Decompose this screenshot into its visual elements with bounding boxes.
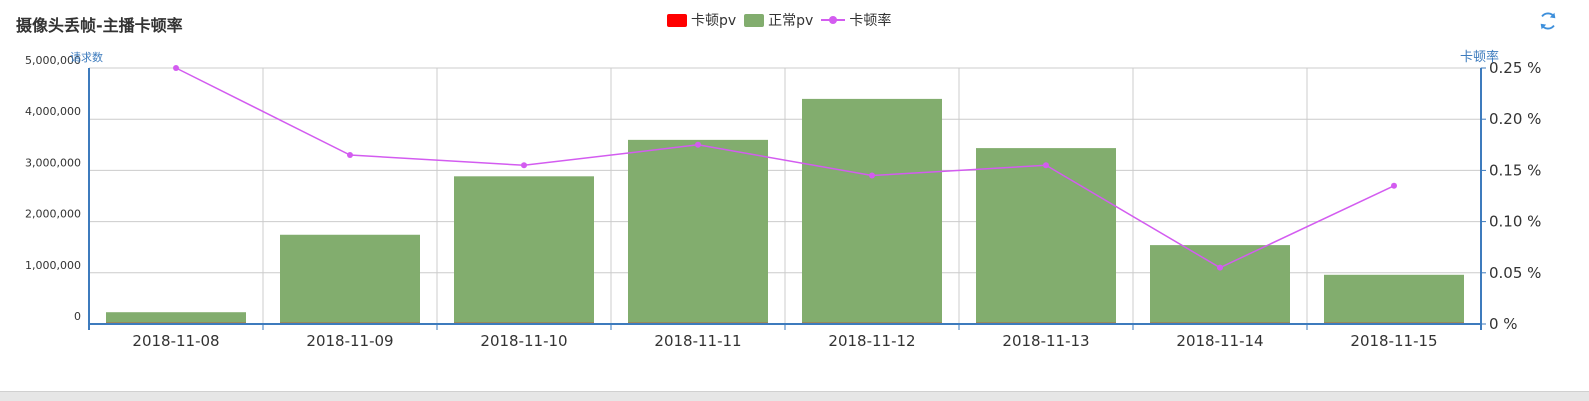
y-tick-left: 4,000,000: [25, 105, 81, 118]
line-stall-rate: [175, 67, 1395, 269]
legend-label-normal-pv: 正常pv: [768, 13, 814, 29]
bar-normal-pv: [280, 234, 420, 324]
refresh-icon[interactable]: [1537, 10, 1559, 32]
line-point-stall-rate: [695, 141, 701, 148]
y-tick-right: 0.25 %: [1489, 59, 1541, 77]
line-point-stall-rate: [1217, 264, 1223, 271]
chart-bars: [106, 98, 1464, 324]
y-axis-left-label: 请求数: [70, 51, 103, 64]
y-axis-right-label: 卡顿率: [1460, 49, 1499, 65]
bar-normal-pv: [976, 148, 1116, 324]
x-tick-label: 2018-11-15: [1350, 332, 1437, 350]
y-tick-right: 0.10 %: [1489, 213, 1541, 231]
y-tick-left: 0: [74, 310, 81, 323]
x-tick-label: 2018-11-14: [1176, 332, 1263, 350]
legend-item-normal-pv[interactable]: 正常pv: [744, 10, 813, 30]
legend-swatch-normal-pv: [744, 13, 765, 27]
y-tick-right: 0.15 %: [1489, 161, 1541, 179]
bar-normal-pv: [454, 176, 594, 324]
bar-normal-pv: [802, 98, 942, 324]
bar-normal-pv: [1324, 274, 1464, 324]
y-tick-left: 3,000,000: [25, 156, 81, 169]
y-tick-left: 1,000,000: [25, 259, 81, 272]
line-point-stall-rate: [347, 152, 353, 159]
y-tick-right: 0.05 %: [1489, 264, 1541, 282]
y-tick-right: 0.20 %: [1489, 110, 1541, 128]
legend-line-icon: [821, 13, 846, 27]
x-tick-label: 2018-11-13: [1002, 332, 1089, 350]
chart-line: [173, 65, 1397, 271]
line-point-stall-rate: [173, 65, 179, 71]
legend-label-stall-pv: 卡顿pv: [691, 13, 737, 29]
bar-normal-pv: [628, 139, 768, 324]
y-tick-left: 2,000,000: [25, 208, 81, 221]
bottom-scroll-strip: [0, 391, 1589, 401]
legend-label-stall-rate: 卡顿率: [849, 13, 892, 29]
line-point-stall-rate: [521, 162, 527, 169]
chart-title: 摄像头丢帧-主播卡顿率: [16, 16, 183, 35]
chart-legend: 卡顿pv 正常pv 卡顿率: [667, 10, 899, 30]
x-tick-label: 2018-11-08: [132, 332, 219, 350]
y-tick-left: 5,000,000: [25, 54, 81, 67]
legend-item-stall-rate[interactable]: 卡顿率: [821, 10, 891, 30]
x-tick-label: 2018-11-11: [654, 332, 741, 350]
chart-axes: 0 1,000,000 2,000,000 3,000,000 4,000,000 5,0…: [25, 54, 1541, 350]
x-tick-label: 2018-11-09: [306, 332, 393, 350]
bar-normal-pv: [106, 312, 246, 324]
x-tick-label: 2018-11-12: [828, 332, 915, 350]
legend-swatch-stall-pv: [667, 13, 687, 27]
line-point-stall-rate: [869, 172, 875, 179]
legend-item-stall-pv[interactable]: 卡顿pv: [667, 10, 736, 30]
line-point-stall-rate: [1391, 182, 1397, 189]
bar-normal-pv: [1150, 245, 1290, 324]
y-tick-right: 0 %: [1489, 315, 1518, 333]
x-tick-label: 2018-11-10: [480, 332, 567, 350]
line-point-stall-rate: [1043, 162, 1049, 169]
